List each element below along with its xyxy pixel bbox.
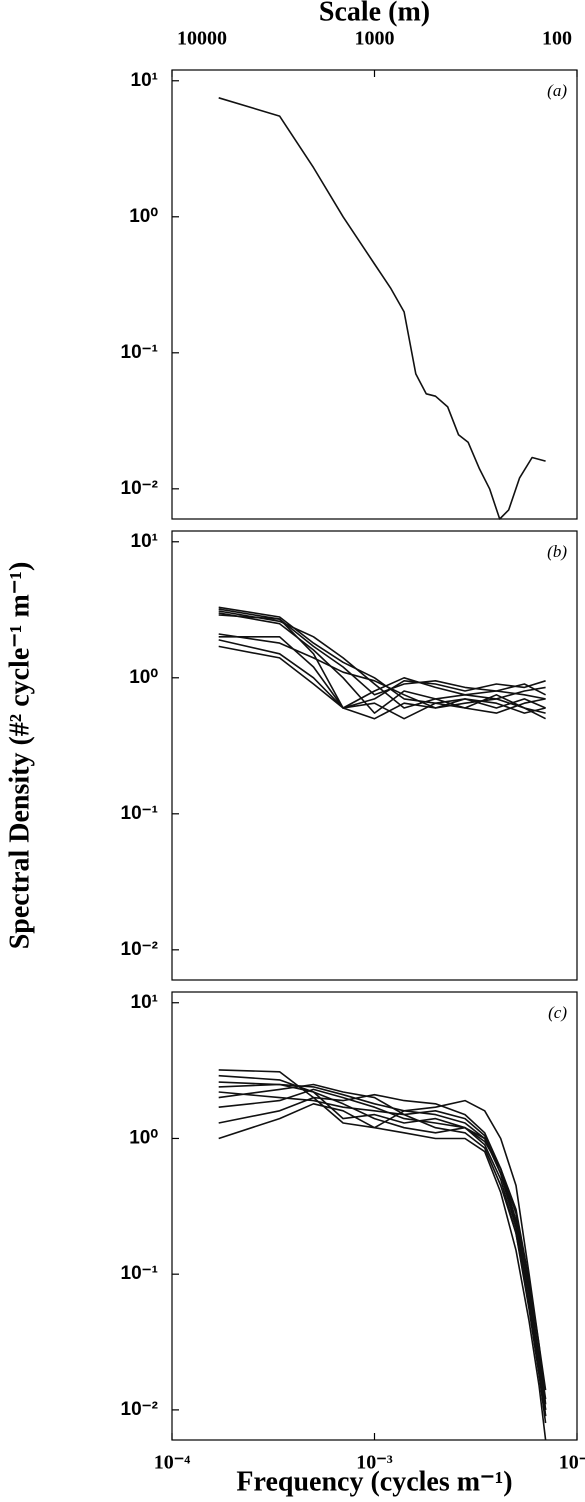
plot-frame xyxy=(171,69,578,520)
plot-frame xyxy=(171,530,578,981)
y-tick-label: 10⁻² xyxy=(121,1399,159,1420)
panel-label: (b) xyxy=(547,542,567,561)
data-line xyxy=(218,1091,547,1417)
x-tick-label: 10⁻² xyxy=(559,1452,585,1474)
x2-tick-label: 1000 xyxy=(355,28,395,50)
x-axis-title: Frequency (cycles m⁻¹) xyxy=(236,1466,512,1497)
y-tick-label: 10⁻¹ xyxy=(121,342,159,363)
data-line xyxy=(218,639,546,720)
x-tick-label: 10⁻⁴ xyxy=(154,1452,191,1474)
data-line xyxy=(218,633,546,720)
x2-tick-label: 100 xyxy=(542,28,572,50)
x2-tick-label: 10000 xyxy=(177,28,227,50)
y-axis-title: Spectral Density (#² cycle⁻¹ m⁻¹) xyxy=(4,562,35,950)
y-tick-label: 10¹ xyxy=(131,531,158,552)
data-line xyxy=(218,1088,547,1391)
data-line xyxy=(218,1069,547,1400)
data-line xyxy=(218,1083,547,1411)
data-line xyxy=(218,645,546,709)
data-line xyxy=(218,606,546,714)
y-tick-label: 10⁻¹ xyxy=(121,1263,159,1284)
data-line xyxy=(218,1103,547,1441)
data-line xyxy=(218,608,546,700)
data-line xyxy=(218,1083,547,1424)
y-tick-label: 10⁻² xyxy=(121,478,159,499)
y-tick-label: 10⁻² xyxy=(121,939,159,960)
y-tick-label: 10⁻¹ xyxy=(121,803,159,824)
y-tick-label: 10⁰ xyxy=(129,206,158,227)
x-tick-label: 10⁻³ xyxy=(356,1452,393,1474)
data-line xyxy=(218,1096,547,1405)
y-tick-label: 10⁰ xyxy=(129,667,158,688)
panel-label: (c) xyxy=(548,1003,567,1022)
y-tick-label: 10⁰ xyxy=(129,1127,158,1148)
x2-axis-title: Scale (m) xyxy=(319,0,430,27)
y-tick-label: 10¹ xyxy=(131,70,158,91)
data-line xyxy=(218,614,546,720)
data-line xyxy=(218,610,546,709)
data-line xyxy=(218,97,546,520)
data-line xyxy=(218,636,546,709)
data-line xyxy=(218,1074,547,1410)
panel-label: (a) xyxy=(547,81,567,100)
y-tick-label: 10¹ xyxy=(131,992,158,1013)
